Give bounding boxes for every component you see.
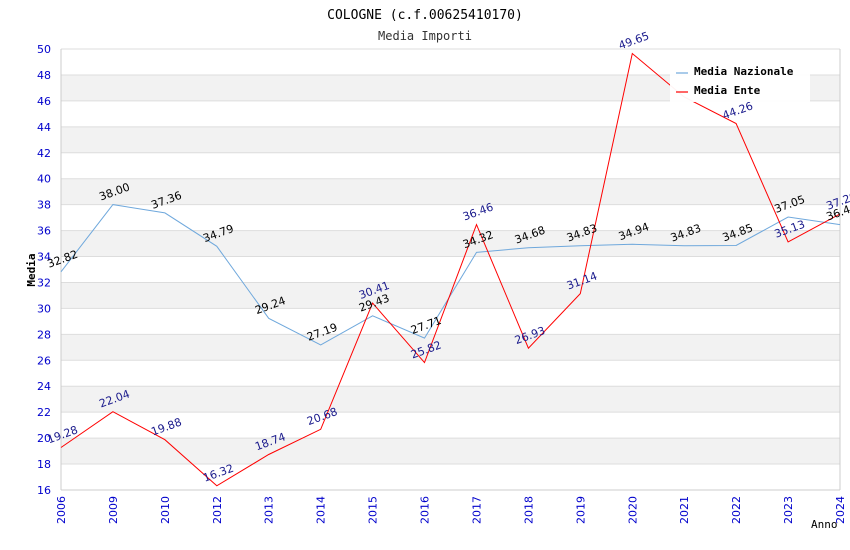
y-tick-label: 32 — [37, 276, 51, 289]
y-tick-label: 20 — [37, 432, 51, 445]
grid-band — [61, 334, 840, 361]
x-axis-label: Anno — [811, 518, 838, 531]
data-label: 44.26 — [721, 99, 755, 122]
legend-box — [670, 60, 810, 102]
legend-label-ente: Media Ente — [694, 84, 761, 97]
chart-subtitle: Media Importi — [378, 29, 472, 43]
x-tick-label: 2024 — [834, 496, 847, 524]
x-tick-labels: 2006 2009 2010 2012 2013 2014 2015 2016 2017 2018… — [55, 496, 847, 524]
plot-bands — [61, 74, 840, 465]
legend-label-nazionale: Media Nazionale — [694, 65, 794, 78]
data-label: 27.71 — [409, 314, 443, 337]
x-tick-label: 2020 — [626, 496, 639, 524]
y-tick-label: 48 — [37, 69, 51, 82]
x-tick-label: 2006 — [55, 496, 68, 524]
x-tick-label: 2018 — [522, 496, 535, 524]
series-line-ente — [60, 52, 841, 487]
legend: Media Nazionale Media Ente — [670, 60, 810, 102]
x-tick-label: 2009 — [107, 496, 120, 524]
series-lines — [60, 52, 841, 487]
series-line-nazionale — [60, 204, 841, 346]
x-tick-label: 2017 — [470, 496, 483, 524]
y-tick-label: 34 — [37, 251, 51, 264]
y-tick-label: 26 — [37, 354, 51, 367]
y-tick-label: 30 — [37, 302, 51, 315]
y-tick-label: 40 — [37, 173, 51, 186]
x-tick-label: 2015 — [367, 496, 380, 524]
x-tick-label: 2010 — [159, 496, 172, 524]
chart-title: COLOGNE (c.f.00625410170) — [327, 8, 523, 23]
x-tick-label: 2019 — [574, 496, 587, 524]
y-tick-label: 38 — [37, 199, 51, 212]
x-tick-label: 2023 — [782, 496, 795, 524]
data-label: 16.32 — [201, 462, 235, 485]
grid-band — [61, 386, 840, 413]
y-tick-label: 44 — [37, 121, 51, 134]
x-tick-label: 2022 — [730, 496, 743, 524]
y-tick-labels: 16 18 20 22 24 26 28 30 32 34 36 38 40 42 44 46 48 50 — [37, 43, 51, 497]
data-label: 19.88 — [149, 416, 183, 439]
x-tick-label: 2013 — [263, 496, 276, 524]
y-tick-label: 24 — [37, 380, 51, 393]
x-tick-label: 2012 — [211, 496, 224, 524]
y-tick-label: 46 — [37, 95, 51, 108]
y-tick-label: 22 — [37, 406, 51, 419]
y-tick-label: 36 — [37, 225, 51, 238]
grid-band — [61, 178, 840, 205]
y-tick-label: 42 — [37, 147, 51, 160]
y-tick-label: 28 — [37, 328, 51, 341]
grid-band — [61, 438, 840, 465]
x-tick-label: 2014 — [315, 496, 328, 524]
y-axis-label: Media — [25, 253, 38, 286]
grid-lines — [61, 48, 840, 491]
grid-band — [61, 126, 840, 153]
y-tick-label: 18 — [37, 458, 51, 471]
y-tick-label: 50 — [37, 43, 51, 56]
x-tick-label: 2021 — [678, 496, 691, 524]
axes — [60, 49, 841, 491]
y-tick-label: 16 — [37, 484, 51, 497]
x-tick-label: 2016 — [419, 496, 432, 524]
grid-band — [61, 230, 840, 257]
